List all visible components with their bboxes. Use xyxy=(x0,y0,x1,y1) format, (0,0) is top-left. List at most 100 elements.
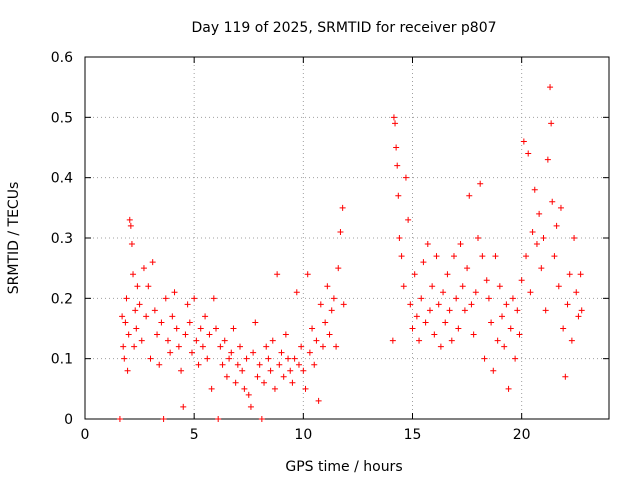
data-point xyxy=(215,416,222,422)
data-point xyxy=(143,313,150,320)
data-point xyxy=(494,337,501,344)
y-tick-label: 0.3 xyxy=(51,231,73,247)
data-point xyxy=(210,295,217,302)
data-point xyxy=(116,416,123,422)
data-point xyxy=(549,198,556,205)
data-point xyxy=(393,144,400,151)
data-point xyxy=(223,373,230,380)
data-point xyxy=(131,343,138,350)
data-point xyxy=(455,325,462,332)
data-point xyxy=(230,325,237,332)
data-point xyxy=(132,307,139,314)
data-point xyxy=(562,373,569,380)
y-tick-label: 0.4 xyxy=(51,171,73,187)
data-point xyxy=(134,283,141,290)
data-point xyxy=(516,331,523,338)
data-point xyxy=(464,265,471,272)
data-point xyxy=(180,403,187,410)
data-point xyxy=(151,307,158,314)
data-point xyxy=(158,319,165,326)
data-point xyxy=(426,307,433,314)
data-point xyxy=(326,331,333,338)
data-point xyxy=(130,271,137,278)
data-point xyxy=(418,295,425,302)
data-point xyxy=(245,391,252,398)
data-point xyxy=(577,271,584,278)
data-point xyxy=(457,241,464,248)
data-point xyxy=(147,355,154,362)
data-point xyxy=(485,295,492,302)
data-point xyxy=(125,331,132,338)
data-point xyxy=(409,325,416,332)
data-point xyxy=(512,355,519,362)
data-point xyxy=(140,265,147,272)
data-point xyxy=(234,361,241,368)
data-point xyxy=(202,313,209,320)
x-tick-label: 20 xyxy=(513,427,531,443)
data-point xyxy=(538,265,545,272)
data-point xyxy=(127,222,134,229)
data-point xyxy=(276,361,283,368)
data-point xyxy=(123,295,130,302)
data-point xyxy=(149,259,156,266)
x-tick-label: 15 xyxy=(404,427,422,443)
data-point xyxy=(420,259,427,266)
data-point xyxy=(309,325,316,332)
data-point xyxy=(267,367,274,374)
data-point xyxy=(472,289,479,296)
data-point xyxy=(298,343,305,350)
data-point xyxy=(398,253,405,260)
data-point xyxy=(226,355,233,362)
data-point xyxy=(197,325,204,332)
data-point xyxy=(503,301,510,308)
data-point xyxy=(339,204,346,211)
data-point xyxy=(540,235,547,241)
data-point xyxy=(435,301,442,308)
data-point xyxy=(405,216,412,223)
data-point xyxy=(184,301,191,308)
data-point xyxy=(175,343,182,350)
data-point xyxy=(448,337,455,344)
data-point xyxy=(271,385,278,392)
data-point xyxy=(407,301,414,308)
data-point xyxy=(450,253,457,260)
data-point xyxy=(156,361,163,368)
data-point xyxy=(138,337,145,344)
data-point xyxy=(416,337,423,344)
data-point xyxy=(261,379,268,386)
data-point xyxy=(265,355,272,362)
data-point xyxy=(422,319,429,326)
data-point xyxy=(285,355,292,362)
data-point xyxy=(396,235,403,241)
x-tick-label: 10 xyxy=(294,427,312,443)
data-point xyxy=(241,385,248,392)
axis-ticks: 0 5 10 15 20 0 0.1 0.2 0.3 0.4 0.5 0.6 xyxy=(51,50,609,443)
data-point xyxy=(573,289,580,296)
data-point xyxy=(324,283,331,290)
data-point xyxy=(394,162,401,169)
data-point xyxy=(330,295,337,302)
data-point xyxy=(446,307,453,314)
data-point xyxy=(289,379,296,386)
data-point xyxy=(531,186,538,193)
y-tick-label: 0.5 xyxy=(51,110,73,126)
data-point xyxy=(282,331,289,338)
y-tick-label: 0.6 xyxy=(51,50,73,66)
data-point xyxy=(461,307,468,314)
data-point xyxy=(256,361,263,368)
data-point xyxy=(243,355,250,362)
data-point xyxy=(164,337,171,344)
data-point xyxy=(239,367,246,374)
data-point xyxy=(315,397,322,404)
data-point xyxy=(122,319,129,326)
data-point xyxy=(505,385,512,392)
data-point xyxy=(466,192,473,199)
data-point xyxy=(433,253,440,260)
data-points xyxy=(116,84,585,422)
data-point xyxy=(154,331,161,338)
data-point xyxy=(120,343,127,350)
data-point xyxy=(575,313,582,320)
data-point xyxy=(178,367,185,374)
grid xyxy=(85,57,609,419)
data-point xyxy=(490,367,497,374)
